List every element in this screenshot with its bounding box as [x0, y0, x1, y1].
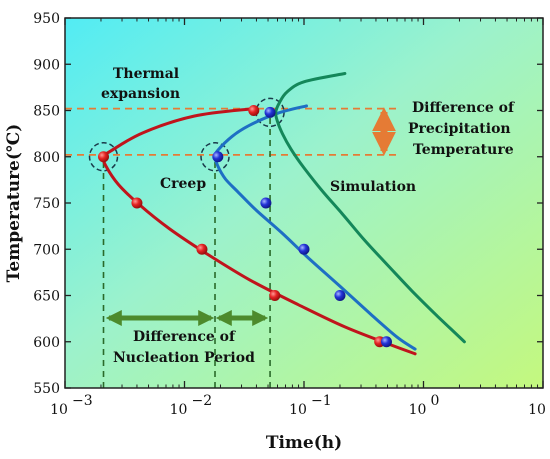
series-0-point-1 — [98, 151, 110, 163]
y-tick-label-1: 600 — [33, 335, 60, 351]
y-tick-label-8: 950 — [33, 11, 60, 27]
series-1-point-3 — [298, 243, 310, 255]
series-1-point-2 — [260, 197, 272, 209]
guide-circle-0 — [88, 142, 119, 172]
y-tick-label-0: 550 — [33, 381, 60, 397]
annotation-thermal-line1: Thermal — [113, 66, 179, 82]
x-axis-title: Time(h) — [266, 433, 342, 453]
x-tick-exponent-3: 0 — [431, 393, 440, 409]
series-0-point-4 — [269, 290, 281, 301]
annotation-nucleation-line1: Difference of — [133, 329, 236, 345]
annotation-nucleation-line2: Nucleation Period — [113, 350, 255, 366]
x-tick-exponent-2: −1 — [311, 393, 332, 409]
series-1-point-1 — [212, 151, 224, 163]
x-tick-label-3: 10 — [409, 402, 427, 418]
x-tick-label-1: 10 — [170, 402, 188, 418]
y-axis-title: Temperature(℃) — [4, 124, 24, 283]
y-tick-label-7: 900 — [33, 57, 60, 73]
y-axis: 550 600 650 700 750 800 850 900 950 — [33, 11, 543, 397]
series-0-point-2 — [131, 197, 143, 209]
series-1-point-5 — [380, 336, 392, 348]
x-tick-exponent-0: −3 — [72, 393, 93, 409]
x-tick-label-2: 10 — [289, 402, 307, 418]
guide-circle-1 — [200, 142, 230, 172]
x-tick-label-4: 10 — [528, 402, 546, 418]
x-tick-label-0: 10 — [50, 402, 68, 418]
data-points — [98, 105, 392, 348]
series-1-point-4 — [334, 290, 346, 301]
annotation-precip-line1: Difference of — [412, 100, 515, 116]
series-1-point-0 — [264, 106, 276, 118]
annotation-precip-line2: Precipitation — [408, 121, 511, 137]
annotation-creep: Creep — [160, 176, 206, 192]
series-line-2 — [274, 72, 466, 344]
y-tick-label-4: 750 — [33, 196, 60, 212]
guides — [65, 97, 398, 388]
y-tick-label-5: 800 — [33, 150, 60, 166]
annotation-thermal-line2: expansion — [101, 86, 180, 102]
annotation-simulation: Simulation — [330, 179, 416, 195]
y-tick-label-2: 650 — [33, 289, 60, 305]
x-tick-exponent-1: −2 — [192, 393, 213, 409]
y-tick-label-6: 850 — [33, 104, 60, 120]
x-axis: 10−310−210−1100101 — [50, 18, 546, 418]
annotation-precip-line3: Temperature — [413, 142, 514, 158]
series-line-1 — [213, 104, 417, 351]
series-0-point-3 — [196, 243, 208, 255]
y-tick-label-3: 700 — [33, 242, 60, 258]
plot-background — [65, 18, 543, 388]
series-0-point-0 — [248, 105, 260, 116]
